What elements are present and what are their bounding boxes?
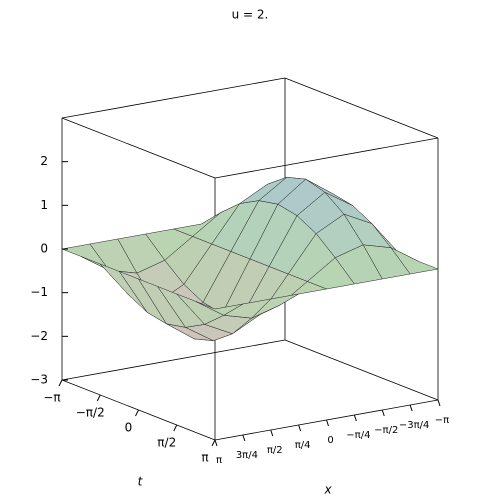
t-tick-label: −π xyxy=(43,391,60,405)
x-tick-label: −3π/4 xyxy=(399,420,430,431)
x-tick xyxy=(381,409,385,417)
x-tick-label: −π/2 xyxy=(374,425,398,436)
x-tick xyxy=(409,404,413,412)
x-tick-label: π xyxy=(216,455,222,466)
z-tick-label: 1 xyxy=(40,198,48,212)
x-tick xyxy=(214,439,218,447)
t-tick xyxy=(58,379,63,387)
x-tick xyxy=(437,399,441,407)
box-edge xyxy=(61,77,286,119)
x-tick-label: −π xyxy=(435,415,449,426)
x-tick-label: 0 xyxy=(327,435,333,446)
x-tick xyxy=(242,434,246,442)
x-tick-label: π/2 xyxy=(267,445,283,456)
x-tick-label: −π/4 xyxy=(346,430,370,441)
z-tick-label: −2 xyxy=(30,329,48,343)
box-edge xyxy=(284,339,439,401)
box-edge xyxy=(61,339,286,381)
t-tick-label: 0 xyxy=(125,421,133,435)
z-tick-label: −1 xyxy=(30,285,48,299)
x-tick-label: π/4 xyxy=(295,440,311,451)
t-tick xyxy=(211,439,216,447)
x-tick xyxy=(326,419,329,427)
surface-patch xyxy=(195,301,244,316)
x-tick xyxy=(353,414,357,422)
t-tick-label: −π/2 xyxy=(76,405,105,419)
box-edge xyxy=(214,137,439,179)
x-tick xyxy=(298,424,302,432)
t-tick xyxy=(173,424,178,432)
t-tick-label: π/2 xyxy=(157,436,176,450)
t-tick xyxy=(135,409,139,417)
z-tick-label: 2 xyxy=(40,154,48,168)
z-tick-label: −3 xyxy=(30,373,48,387)
z-tick-label: 0 xyxy=(40,242,48,256)
chart-title: u = 2. xyxy=(232,8,269,22)
x-tick xyxy=(270,429,274,437)
t-tick-label: π xyxy=(201,451,208,465)
x-tick-label: 3π/4 xyxy=(236,450,258,461)
t-tick xyxy=(96,394,101,402)
box-edge xyxy=(61,117,216,179)
x-axis-label: x xyxy=(323,483,332,497)
box-edge xyxy=(284,77,439,139)
t-axis-label: t xyxy=(138,475,144,489)
